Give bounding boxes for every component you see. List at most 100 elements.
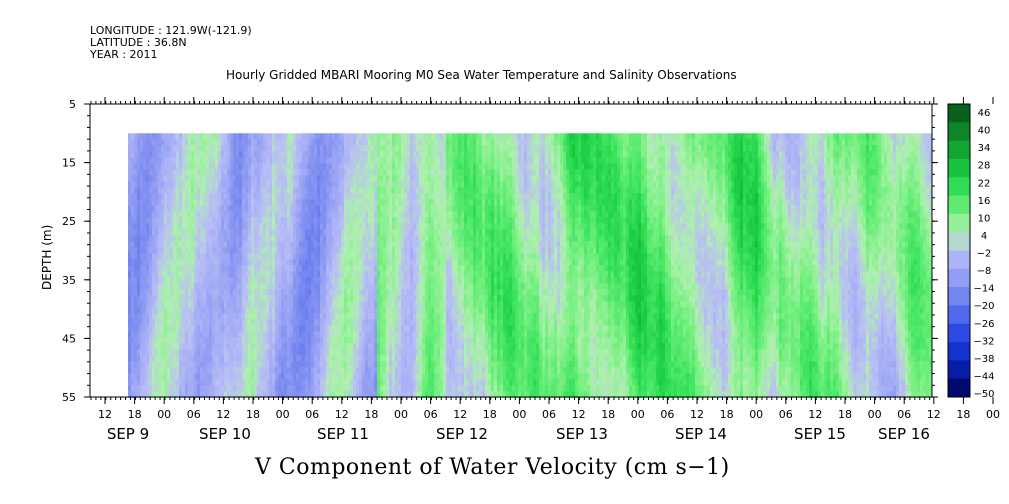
heatmap-cell [176, 205, 180, 212]
heatmap-cell [278, 157, 282, 164]
heatmap-cell [305, 157, 309, 164]
heatmap-cell [299, 331, 303, 338]
heatmap-cell [419, 343, 423, 350]
heatmap-cell [161, 229, 165, 236]
heatmap-cell [194, 331, 198, 338]
heatmap-cell [128, 139, 132, 146]
heatmap-cell [401, 145, 405, 152]
heatmap-cell [233, 259, 237, 266]
heatmap-cell [329, 253, 333, 260]
heatmap-cell [260, 277, 264, 284]
heatmap-cell [188, 385, 192, 392]
heatmap-cell [203, 187, 207, 194]
heatmap-cell [182, 175, 186, 182]
heatmap-cell [155, 253, 159, 260]
heatmap-cell [344, 307, 348, 314]
heatmap-cell [251, 265, 255, 272]
heatmap-cell [431, 361, 435, 368]
heatmap-cell [386, 289, 390, 296]
heatmap-cell [401, 313, 405, 320]
heatmap-cell [176, 331, 180, 338]
heatmap-cell [269, 385, 273, 392]
heatmap-cell [233, 331, 237, 338]
heatmap-cell [158, 367, 162, 374]
heatmap-cell [194, 205, 198, 212]
heatmap-cell [434, 355, 438, 362]
heatmap-cell [317, 181, 321, 188]
heatmap-cell [392, 181, 396, 188]
heatmap-cell [224, 241, 228, 248]
heatmap-cell [161, 253, 165, 260]
heatmap-cell [416, 337, 420, 344]
heatmap-cell [314, 385, 318, 392]
heatmap-cell [422, 313, 426, 320]
heatmap-cell [344, 391, 348, 398]
heatmap-cell [332, 337, 336, 344]
heatmap-cell [323, 139, 327, 146]
heatmap-cell [281, 169, 285, 176]
heatmap-cell [212, 325, 216, 332]
heatmap-cell [164, 199, 168, 206]
heatmap-cell [356, 367, 360, 374]
heatmap-cell [332, 367, 336, 374]
heatmap-cell [230, 277, 234, 284]
heatmap-cell [452, 295, 456, 302]
heatmap-cell [164, 349, 168, 356]
heatmap-cell [350, 271, 354, 278]
heatmap-cell [140, 337, 144, 344]
heatmap-cell [161, 241, 165, 248]
heatmap-cell [158, 373, 162, 380]
heatmap-cell [257, 145, 261, 152]
heatmap-cell [419, 271, 423, 278]
heatmap-cell [326, 253, 330, 260]
heatmap-cell [242, 385, 246, 392]
heatmap-cell [134, 235, 138, 242]
heatmap-cell [188, 133, 192, 140]
heatmap-cell [362, 343, 366, 350]
heatmap-cell [251, 259, 255, 266]
heatmap-cell [149, 211, 153, 218]
heatmap-cell [215, 307, 219, 314]
heatmap-cell [269, 169, 273, 176]
heatmap-cell [290, 373, 294, 380]
heatmap-cell [170, 325, 174, 332]
heatmap-cell [293, 295, 297, 302]
heatmap-cell [302, 253, 306, 260]
heatmap-cell [359, 331, 363, 338]
heatmap-cell [269, 247, 273, 254]
heatmap-cell [332, 307, 336, 314]
heatmap-cell [257, 379, 261, 386]
heatmap-cell [206, 193, 210, 200]
heatmap-cell [356, 337, 360, 344]
heatmap-cell [356, 313, 360, 320]
heatmap-cell [371, 283, 375, 290]
heatmap-cell [191, 367, 195, 374]
heatmap-cell [353, 307, 357, 314]
heatmap-cell [461, 325, 465, 332]
heatmap-cell [380, 205, 384, 212]
heatmap-cell [275, 247, 279, 254]
heatmap-cell [191, 385, 195, 392]
heatmap-cell [311, 187, 315, 194]
heatmap-cell [173, 379, 177, 386]
heatmap-cell [269, 211, 273, 218]
heatmap-cell [245, 175, 249, 182]
heatmap-cell [206, 181, 210, 188]
heatmap-cell [308, 157, 312, 164]
heatmap-cell [332, 211, 336, 218]
heatmap-cell [419, 169, 423, 176]
heatmap-cell [278, 151, 282, 158]
heatmap-cell [395, 193, 399, 200]
heatmap-cell [170, 319, 174, 326]
heatmap-cell [251, 277, 255, 284]
heatmap-cell [320, 205, 324, 212]
heatmap-cell [455, 319, 459, 326]
heatmap-cell [308, 355, 312, 362]
heatmap-cell [329, 301, 333, 308]
heatmap-cell [383, 181, 387, 188]
heatmap-cell [176, 265, 180, 272]
heatmap-cell [149, 355, 153, 362]
heatmap-cell [434, 319, 438, 326]
heatmap-cell [140, 367, 144, 374]
heatmap-cell [404, 277, 408, 284]
